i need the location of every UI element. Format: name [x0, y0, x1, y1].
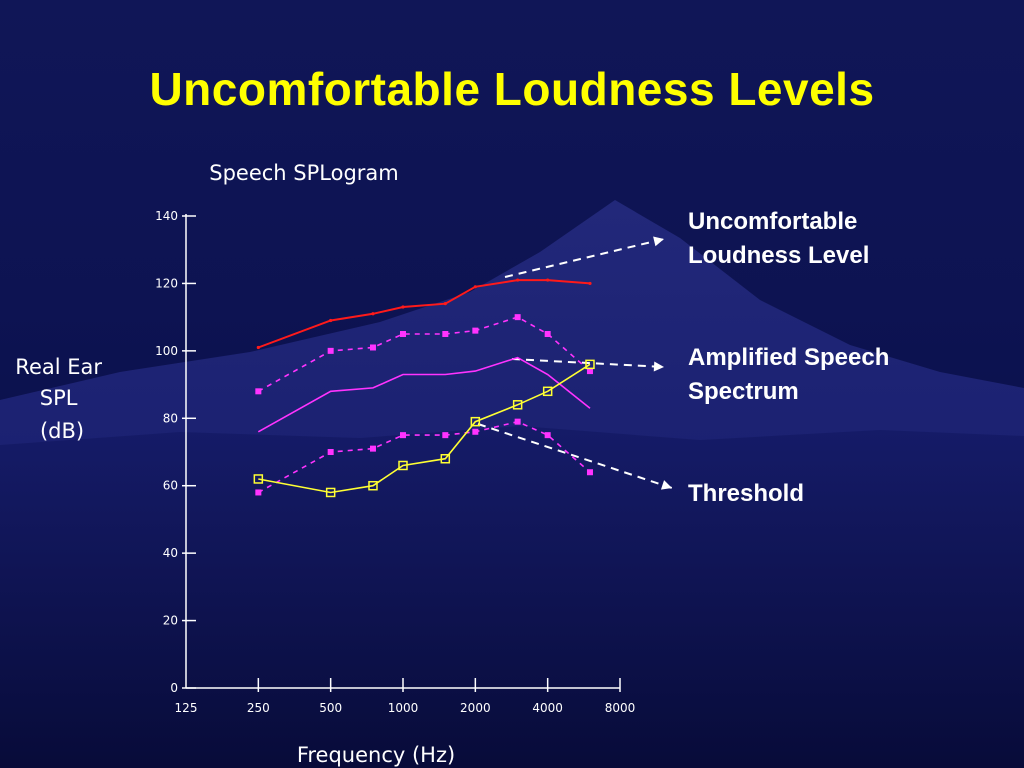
data-point-speech-min — [400, 432, 406, 439]
x-tick-label: 4000 — [532, 701, 563, 715]
data-point-speech-min — [369, 445, 376, 452]
x-tick-label: 125 — [175, 701, 198, 715]
x-axis-label: Frequency (Hz) — [297, 743, 455, 767]
data-point-speech-peak — [442, 331, 449, 337]
x-tick-label: 1000 — [388, 701, 419, 715]
arrow-line-ull — [504, 238, 665, 278]
series-line-ull — [257, 279, 591, 349]
y-axis-label-line-2: SPL — [40, 386, 78, 410]
data-point-speech-min — [514, 418, 521, 425]
x-tick-label: 8000 — [605, 701, 636, 715]
callout-speech-line-1: Amplified Speech — [688, 344, 890, 371]
data-point-speech-min — [472, 428, 479, 435]
callout-ull-line-1: Uncomfortable — [688, 208, 858, 235]
chart-title: Speech SPLogram — [209, 161, 399, 185]
data-point-speech-peak — [369, 344, 376, 351]
y-tick-label: 100 — [155, 344, 178, 358]
series-line-speech-average — [257, 356, 591, 433]
data-point-threshold — [325, 487, 336, 498]
data-point-speech-peak — [586, 368, 593, 375]
data-point-threshold — [253, 474, 264, 484]
x-tick-label: 2000 — [460, 701, 491, 715]
data-point-speech-peak — [400, 331, 406, 337]
x-ticks: 125 250 500 1000 2000 4000 8000 — [175, 678, 636, 715]
data-point-ull — [401, 305, 405, 309]
data-point-threshold — [470, 416, 481, 427]
callout-threshold: Threshold — [688, 477, 804, 511]
callout-uncomfortable-loudness-level: Uncomfortable Loudness Level — [688, 205, 869, 273]
slide-title: Uncomfortable Loudness Levels — [149, 63, 875, 115]
annotation-arrows — [477, 236, 673, 490]
y-axis-label: Real Ear SPL (dB) — [15, 355, 108, 443]
data-point-speech-min — [255, 489, 262, 496]
y-tick-label: 60 — [163, 479, 178, 493]
data-point-ull — [473, 285, 477, 289]
callout-ull-line-2: Loudness Level — [688, 242, 870, 269]
arrowhead-speech — [653, 361, 664, 372]
data-point-speech-peak — [472, 327, 479, 334]
foreground-hills — [0, 426, 1024, 768]
callout-amplified-speech-spectrum: Amplified Speech Spectrum — [688, 341, 889, 409]
y-tick-label: 20 — [163, 614, 178, 628]
data-point-ull — [588, 281, 592, 286]
data-point-threshold — [368, 480, 378, 491]
y-axis-label-line-3: (dB) — [40, 419, 84, 443]
data-point-speech-peak — [255, 388, 262, 395]
y-axis-label-line-1: Real Ear — [15, 355, 102, 379]
data-point-ull — [256, 345, 260, 350]
arrow-line-threshold — [477, 423, 673, 489]
data-point-speech-min — [544, 432, 551, 439]
series-threshold — [253, 359, 595, 498]
y-tick-label: 40 — [163, 546, 178, 560]
x-tick-label: 250 — [247, 701, 270, 715]
data-point-threshold — [512, 400, 523, 410]
arrowhead-ull — [653, 236, 664, 247]
data-point-threshold — [398, 460, 408, 471]
data-point-speech-min — [442, 432, 449, 439]
series-speech-average — [257, 356, 591, 433]
data-point-ull — [516, 278, 520, 282]
arrow-line-speech — [511, 358, 665, 368]
callout-threshold-label: Threshold — [688, 480, 805, 507]
data-point-speech-min — [327, 449, 334, 455]
y-tick-label: 140 — [155, 209, 178, 223]
data-point-ull — [546, 278, 550, 282]
arrowhead-threshold — [660, 480, 672, 490]
data-point-speech-peak — [514, 314, 521, 321]
series-ull — [256, 278, 592, 350]
series-line-speech-min — [257, 420, 591, 494]
y-tick-label: 80 — [163, 411, 178, 425]
x-tick-label: 500 — [319, 701, 342, 715]
data-point-ull — [329, 318, 333, 323]
data-point-threshold — [542, 386, 553, 397]
y-ticks: 0 20 40 60 80 100 120 140 — [155, 209, 196, 695]
series-line-threshold — [258, 363, 591, 494]
y-tick-label: 0 — [170, 681, 178, 695]
callout-speech-line-2: Spectrum — [688, 378, 799, 405]
series-layer — [253, 278, 595, 498]
data-point-speech-peak — [544, 331, 551, 337]
data-point-speech-min — [586, 469, 593, 476]
data-point-threshold — [440, 453, 451, 464]
data-point-speech-peak — [327, 347, 334, 354]
data-point-threshold — [585, 359, 595, 370]
y-tick-label: 120 — [155, 276, 178, 290]
series-speech-peak — [255, 314, 593, 395]
data-point-ull — [443, 302, 447, 306]
series-speech-min — [255, 418, 593, 496]
data-point-ull — [371, 312, 375, 316]
